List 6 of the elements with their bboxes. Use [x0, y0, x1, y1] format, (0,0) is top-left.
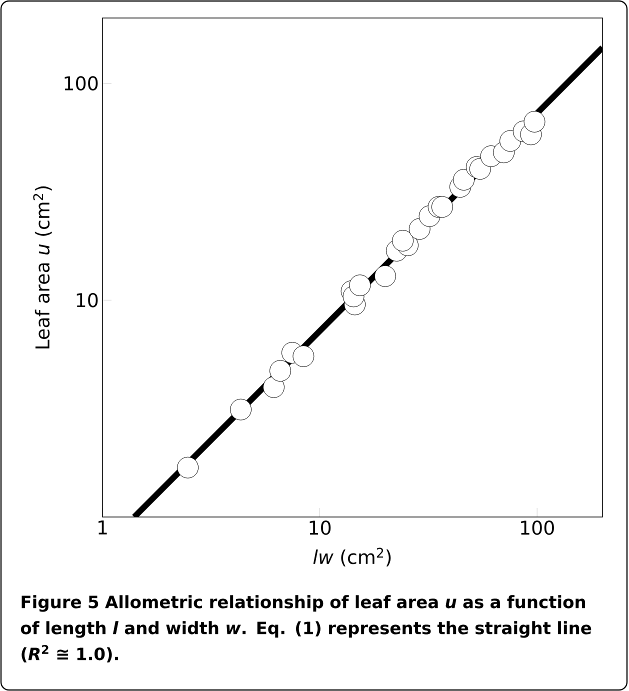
x-tick-label: 100: [521, 520, 554, 535]
x-tick-label: 1: [98, 520, 107, 534]
text: Figure 5 Allometric relationship of leaf area u as a function of length l and width w. Eq. (1) represents the straight line (R$^{2}$ ≅ 1.0).: [20, 595, 592, 662]
y-axis-title: Leaf area u (cm$^{2}$): [33, 186, 52, 348]
x-axis-title: lw (cm$^{2}$): [313, 548, 391, 566]
x-tick-label: 10: [310, 520, 331, 535]
